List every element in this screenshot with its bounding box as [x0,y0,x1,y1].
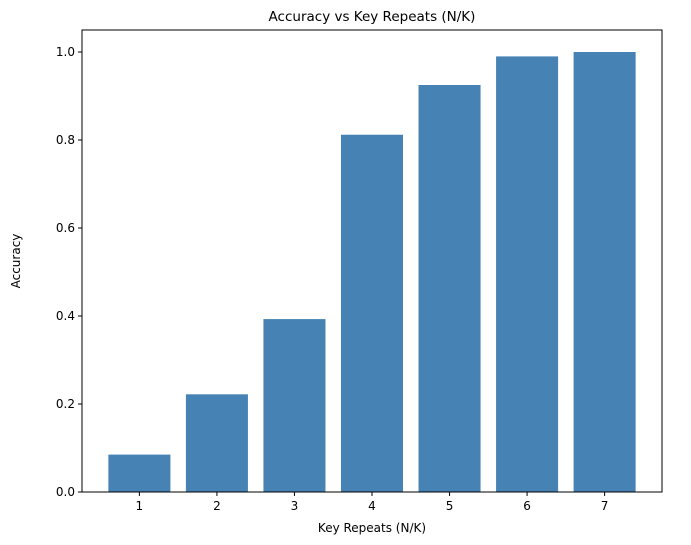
x-tick-label: 6 [523,499,531,513]
chart-title: Accuracy vs Key Repeats (N/K) [269,9,476,25]
x-tick-label: 7 [601,499,609,513]
y-tick-label: 0.8 [56,133,75,147]
x-tick-label: 5 [446,499,454,513]
bar-6 [496,56,559,493]
bar-4 [340,134,404,492]
bar-3 [263,319,326,492]
bars-group [108,52,636,493]
x-tick-label: 1 [136,499,144,513]
y-tick-label: 0.2 [56,397,75,411]
x-tick-label: 4 [368,499,376,513]
y-tick-label: 0.0 [56,485,75,499]
x-tick-label: 3 [291,499,299,513]
x-tick-label: 2 [213,499,221,513]
plot-frame [81,29,663,493]
y-axis: 0.0 0.2 0.4 0.6 0.8 1.0 [56,45,82,499]
y-tick-label: 0.4 [56,309,75,323]
y-tick-label: 1.0 [56,45,75,59]
y-tick-label: 0.6 [56,221,75,235]
bar-2 [185,394,248,492]
y-axis-label: Accuracy [9,234,23,289]
bar-7 [573,52,636,492]
bar-1 [108,454,171,492]
bar-5 [418,85,481,492]
x-axis-label: Key Repeats (N/K) [318,521,426,535]
x-axis: 1 2 3 4 5 6 7 [136,492,609,513]
